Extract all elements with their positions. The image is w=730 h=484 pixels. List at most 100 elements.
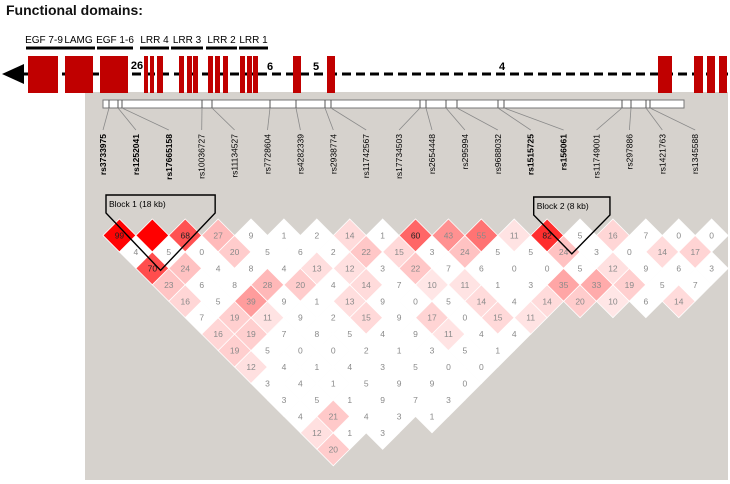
ld-cell-value: 1 — [495, 280, 500, 290]
snp-label: rs11749001 — [592, 134, 602, 179]
ld-cell-value: 5 — [446, 296, 451, 306]
ld-cell-value: 4 — [331, 280, 336, 290]
ld-cell-value: 5 — [578, 230, 583, 240]
ld-cell-value: 9 — [380, 395, 385, 405]
ld-cell-value: 5 — [578, 263, 583, 273]
ld-cell-value: 6 — [643, 296, 648, 306]
ld-cell-value: 5 — [413, 362, 418, 372]
ld-cell-value: 3 — [528, 280, 533, 290]
page-title: Functional domains: — [6, 2, 143, 18]
ld-cell-value: 22 — [361, 247, 371, 257]
ld-cell-value: 0 — [463, 313, 468, 323]
ld-cell-value: 16 — [181, 296, 191, 306]
ld-cell-value: 3 — [709, 263, 714, 273]
ld-cell-value: 19 — [625, 280, 635, 290]
ld-cell-value: 19 — [230, 346, 240, 356]
ld-cell-value: 4 — [216, 263, 221, 273]
ld-cell-value: 3 — [265, 379, 270, 389]
snp-label: rs1252041 — [131, 134, 141, 175]
ld-cell-value: 6 — [199, 280, 204, 290]
ld-cell-value: 0 — [446, 362, 451, 372]
snp-label: rs4282339 — [295, 134, 305, 174]
ld-cell-value: 2 — [331, 247, 336, 257]
ld-cell-value: 21 — [329, 411, 339, 421]
exon-box — [187, 56, 192, 93]
ld-cell-value: 14 — [658, 247, 668, 257]
domain-label: LRR 3 — [173, 35, 202, 46]
ld-cell-value: 6 — [479, 263, 484, 273]
ld-cell-value: 7 — [282, 329, 287, 339]
ld-cell-value: 9 — [380, 296, 385, 306]
snp-label: rs1515725 — [526, 134, 536, 175]
ld-cell-value: 5 — [495, 247, 500, 257]
ld-cell-value: 4 — [364, 411, 369, 421]
snp-label: rs297886 — [624, 134, 634, 170]
ld-cell-value: 68 — [181, 230, 191, 240]
snp-label: rs11742567 — [361, 134, 371, 179]
ld-cell-value: 14 — [542, 296, 552, 306]
ld-cell-value: 20 — [230, 247, 240, 257]
exon-box — [193, 56, 198, 93]
snp-leader-line — [456, 107, 498, 131]
ld-cell-value: 20 — [329, 444, 339, 454]
ld-cell-value: 2 — [331, 313, 336, 323]
exon-box — [157, 56, 163, 93]
snp-label: rs1345588 — [690, 134, 700, 174]
exon-labels: 26 6 5 4 — [131, 60, 506, 73]
ld-cell-value: 8 — [232, 280, 237, 290]
exon-number: 6 — [267, 61, 273, 73]
ld-cell-value: 14 — [477, 296, 487, 306]
ld-cell-value: 1 — [495, 346, 500, 356]
ld-cell-value: 9 — [397, 379, 402, 389]
direction-arrow-icon — [2, 64, 24, 84]
ld-cell-value: 0 — [627, 247, 632, 257]
ld-cell-value: 0 — [331, 346, 336, 356]
domain-label: EGF 7-9 — [25, 35, 63, 46]
ld-cell-value: 5 — [463, 346, 468, 356]
snp-label: rs10036727 — [197, 134, 207, 179]
ld-cell-value: 0 — [479, 362, 484, 372]
ld-cell-value: 0 — [413, 296, 418, 306]
ld-cell-value: 0 — [512, 263, 517, 273]
snp-label: rs2654448 — [427, 134, 437, 174]
ld-cell-value: 6 — [298, 247, 303, 257]
ld-cell-value: 4 — [479, 329, 484, 339]
snp-labels: rs3733975 rs1252041 rs17665158 rs10036727 rs… — [98, 134, 700, 180]
ld-cell-value: 4 — [380, 329, 385, 339]
ld-cell-value: 2 — [364, 346, 369, 356]
ld-cell-value: 19 — [230, 313, 240, 323]
ld-cell-value: 3 — [430, 346, 435, 356]
ld-cell-value: 1 — [347, 395, 352, 405]
ld-cell-value: 28 — [263, 280, 273, 290]
exon-box — [707, 56, 715, 93]
exon-box — [215, 56, 220, 93]
snp-leader-line — [398, 107, 421, 131]
ld-cell-value: 7 — [397, 280, 402, 290]
ld-cell-value: 1 — [314, 296, 319, 306]
snp-label: rs9688032 — [493, 134, 503, 174]
snp-position-ruler — [102, 99, 696, 131]
ld-cell-value: 5 — [347, 329, 352, 339]
snp-leader-line — [425, 107, 433, 131]
ld-cell-value: 13 — [345, 296, 355, 306]
ld-cell-value: 9 — [249, 230, 254, 240]
exon-box — [100, 56, 128, 93]
domain-label: LAMG — [64, 35, 93, 46]
snp-leader-line — [324, 107, 334, 131]
snp-leader-line — [596, 107, 623, 131]
ld-cell-value: 15 — [493, 313, 503, 323]
ld-cell-value: 14 — [674, 296, 684, 306]
ld-cell-value: 0 — [199, 247, 204, 257]
ld-cell-value: 13 — [312, 263, 322, 273]
exon-box — [65, 56, 93, 93]
exon-number: 5 — [313, 61, 319, 73]
ld-cell-value: 33 — [592, 280, 602, 290]
domain-label: EGF 1-6 — [96, 35, 134, 46]
ld-heatmap: 9947023167161912334122052465191954452116… — [102, 218, 729, 467]
ld-block-outline — [533, 196, 611, 255]
ld-block-outline — [105, 194, 216, 272]
ld-cell-value: 8 — [249, 263, 254, 273]
exon-box — [293, 56, 301, 93]
ld-cell-value: 19 — [246, 329, 256, 339]
domain-label: LRR 4 — [140, 35, 169, 46]
